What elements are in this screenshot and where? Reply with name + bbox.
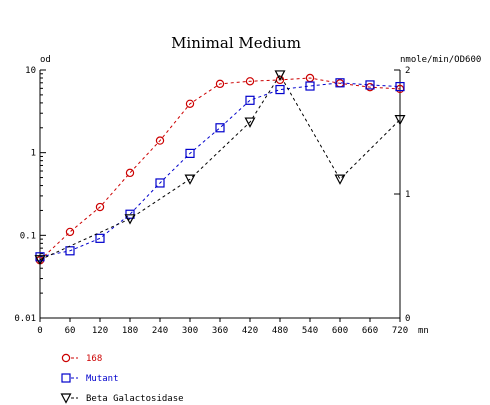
legend-item: Mutant xyxy=(61,373,119,384)
x-tick-label: 360 xyxy=(212,326,228,336)
data-point xyxy=(275,75,285,85)
legend-item: Beta Galactosidase xyxy=(60,393,184,404)
data-point xyxy=(155,136,165,145)
x-tick-label: 720 xyxy=(392,326,408,336)
data-point xyxy=(34,255,46,266)
legend-item: 168 xyxy=(61,353,102,364)
legend-label: 168 xyxy=(86,354,102,364)
series-layer xyxy=(34,70,406,266)
data-point xyxy=(275,84,285,95)
x-tick-label: 120 xyxy=(92,326,108,336)
data-point xyxy=(244,117,256,128)
data-point xyxy=(65,227,75,237)
data-point xyxy=(185,148,195,158)
legend-marker xyxy=(61,373,71,383)
x-tick-label: 0 xyxy=(37,326,42,336)
left-tick-label: 0.1 xyxy=(20,231,36,241)
left-tick-label: 0.01 xyxy=(14,314,36,324)
series-0 xyxy=(35,73,405,265)
data-point xyxy=(185,99,195,109)
data-point xyxy=(245,77,255,86)
data-point xyxy=(274,70,286,81)
x-tick-label: 180 xyxy=(122,326,138,336)
data-point xyxy=(155,178,165,188)
data-point xyxy=(65,246,75,256)
right-tick-label: 0 xyxy=(405,314,410,324)
right-tick-label: 2 xyxy=(405,66,410,76)
data-point xyxy=(305,81,315,91)
x-tick-label: 60 xyxy=(65,326,76,336)
x-tick-label: 540 xyxy=(302,326,318,336)
legend-label: Beta Galactosidase xyxy=(86,394,184,404)
x-tick-label: 600 xyxy=(332,326,348,336)
data-point xyxy=(335,78,345,88)
legend-marker xyxy=(60,393,72,404)
chart-title: Minimal Medium xyxy=(171,34,301,52)
x-axis-label: mn xyxy=(418,326,429,336)
legend-marker xyxy=(61,353,71,363)
x-tick-label: 240 xyxy=(152,326,168,336)
data-point xyxy=(215,79,225,89)
series-1 xyxy=(35,78,405,262)
axes: 0 60 120 180 240 300 360 420 480 540 600 660 7200.01… xyxy=(14,66,410,336)
data-point xyxy=(245,95,255,105)
left-axis-label: od xyxy=(40,55,51,65)
series-line xyxy=(39,82,401,258)
data-point xyxy=(215,123,225,133)
left-tick-label: 10 xyxy=(25,66,36,76)
right-tick-label: 1 xyxy=(405,190,410,200)
data-point xyxy=(95,202,105,212)
data-point xyxy=(395,81,405,92)
x-tick-label: 660 xyxy=(362,326,378,336)
data-point xyxy=(394,114,406,126)
legend-label: Mutant xyxy=(86,374,119,384)
right-axis-label: nmole/min/OD600 xyxy=(400,55,481,65)
series-line xyxy=(39,77,401,261)
data-point xyxy=(95,233,105,243)
data-point xyxy=(124,214,136,225)
left-tick-label: 1 xyxy=(31,149,36,159)
data-point xyxy=(334,174,346,185)
series-2 xyxy=(34,70,406,266)
series-line xyxy=(39,73,401,261)
legend: 168 Mutant Beta Galactosidase xyxy=(60,353,184,404)
x-tick-label: 420 xyxy=(242,326,258,336)
x-tick-label: 300 xyxy=(182,326,198,336)
data-point xyxy=(125,168,135,178)
data-point xyxy=(365,80,375,90)
data-point xyxy=(184,174,196,185)
x-tick-label: 480 xyxy=(272,326,288,336)
